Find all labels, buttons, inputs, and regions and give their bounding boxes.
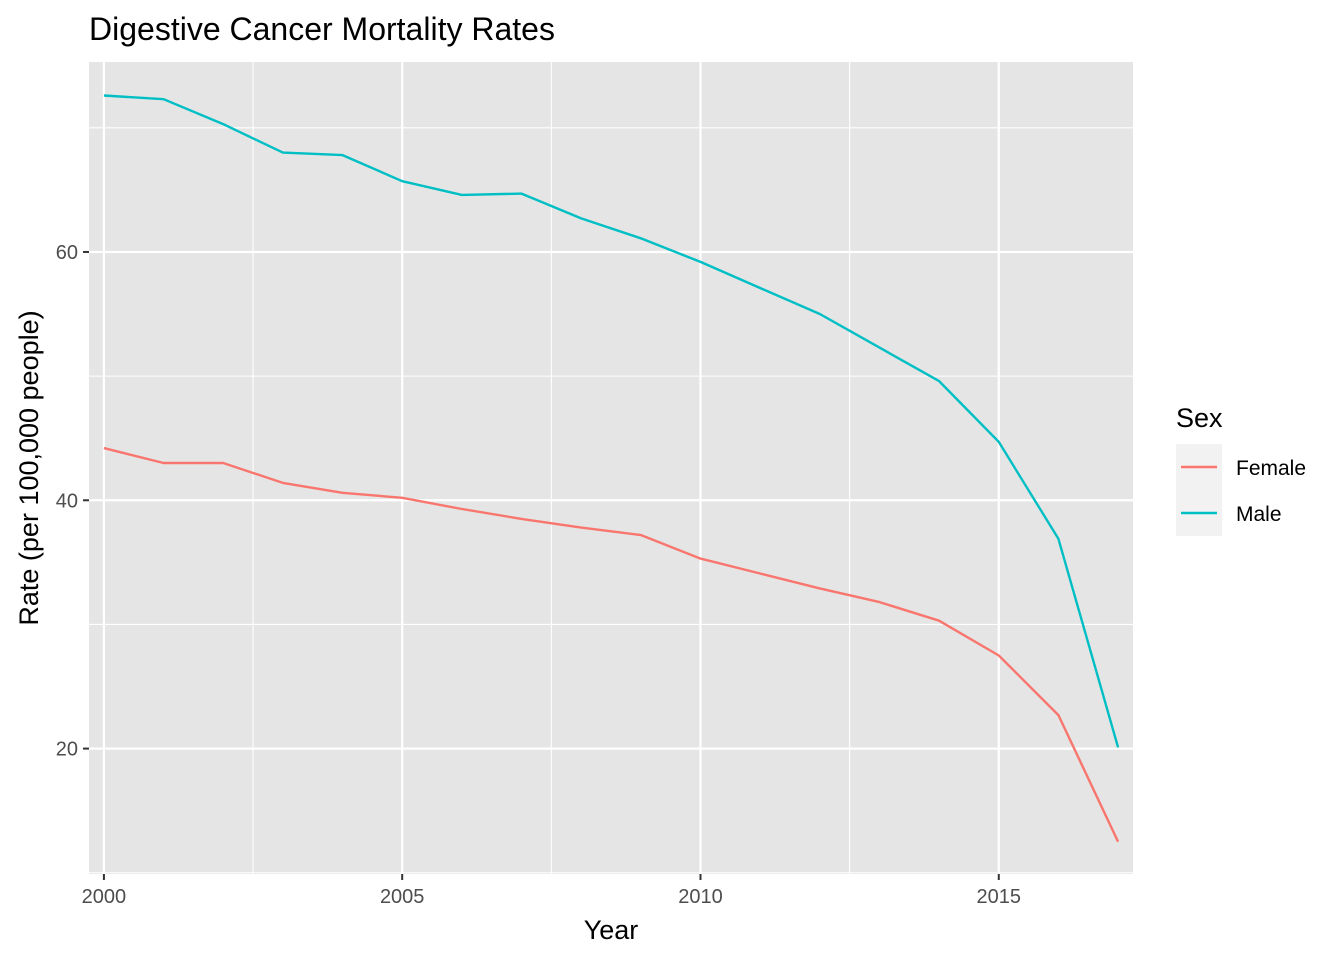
plot-panel — [89, 62, 1133, 874]
chart-title: Digestive Cancer Mortality Rates — [89, 11, 555, 47]
series-line-male — [103, 94, 1120, 748]
y-tick-label: 20 — [56, 739, 78, 761]
series-lines — [103, 94, 1120, 843]
legend-title: Sex — [1176, 403, 1223, 433]
x-tick-label: 2000 — [82, 886, 127, 908]
legend-label-male: Male — [1236, 503, 1282, 526]
legend-label-female: Female — [1236, 457, 1306, 480]
major-gridlines — [89, 62, 1133, 874]
x-tick-label: 2015 — [977, 886, 1022, 908]
series-line-female — [103, 446, 1120, 843]
x-tick-label: 2005 — [380, 886, 425, 908]
y-tick-label: 40 — [56, 490, 78, 512]
y-tick-label: 60 — [56, 242, 78, 264]
y-axis-title: Rate (per 100,000 people) — [14, 310, 44, 625]
x-tick-label: 2010 — [678, 886, 723, 908]
minor-gridlines — [89, 62, 1149, 874]
x-axis-title: Year — [584, 915, 639, 945]
axis-tick-labels: 2000 2005 2010 2015 20 40 60 — [56, 242, 1021, 908]
legend-key-background — [1176, 444, 1222, 536]
axis-ticks — [83, 250, 1000, 880]
legend: Sex Female Male — [1176, 403, 1306, 536]
